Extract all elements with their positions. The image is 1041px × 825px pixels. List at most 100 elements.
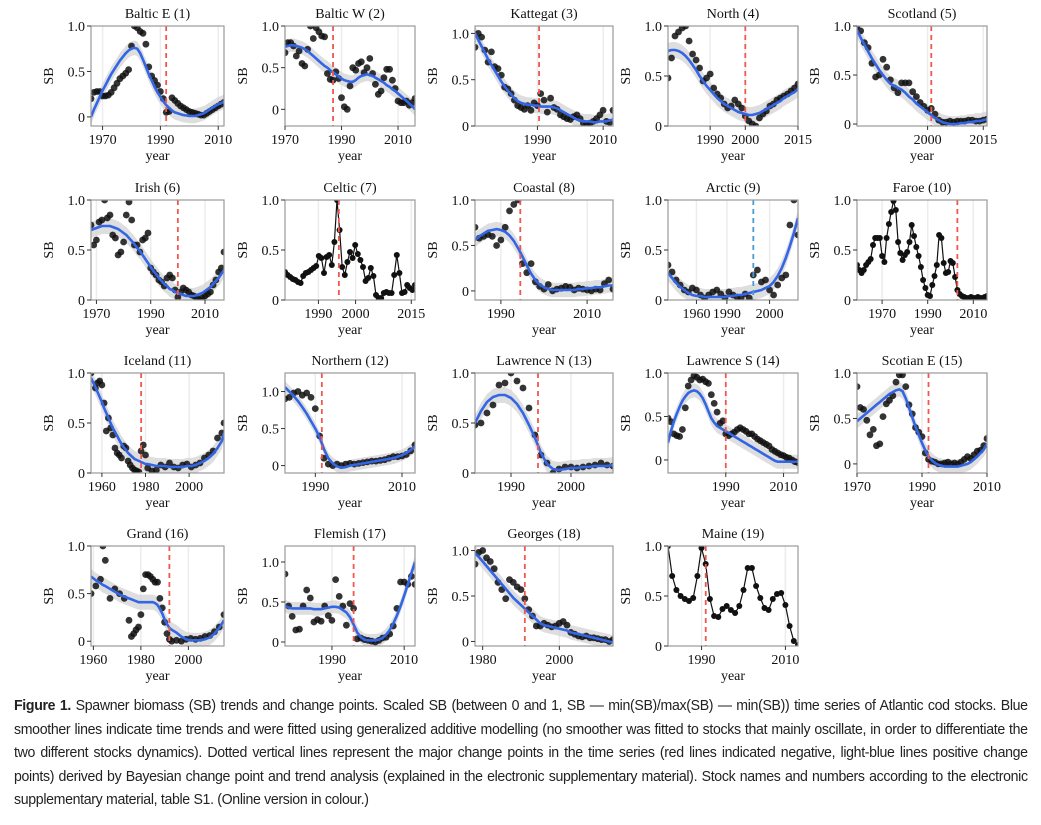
- data-point: [706, 596, 713, 602]
- data-point: [754, 266, 761, 274]
- x-axis-label: year: [338, 496, 362, 511]
- data-point: [668, 74, 672, 82]
- data-point: [144, 229, 152, 237]
- data-point: [101, 200, 108, 204]
- data-point: [477, 419, 485, 427]
- data-point: [782, 271, 790, 279]
- data-point: [344, 259, 351, 265]
- x-tick-label: 1980: [127, 653, 155, 668]
- data-point: [324, 612, 332, 619]
- panel-title: Lawrence N (13): [496, 354, 592, 369]
- y-axis-label: SB: [42, 67, 57, 84]
- data-point: [766, 286, 773, 294]
- y-tick-label: 0: [78, 294, 85, 309]
- y-tick-label: 0: [655, 640, 662, 655]
- data-point: [488, 48, 495, 56]
- data-point: [867, 256, 874, 262]
- x-tick-label: 1990: [914, 307, 942, 322]
- data-point: [125, 616, 133, 624]
- panel-19: Maine (19) 0 0.5 1.0 1990 2010 year SB: [619, 527, 799, 684]
- panel-7: Celtic (7) 0 0.5 1.0 1990 2000 2015 year SB: [236, 181, 425, 338]
- x-axis-label: year: [532, 669, 556, 684]
- data-point: [769, 596, 776, 602]
- plot-frame: [856, 25, 988, 127]
- data-point: [486, 558, 494, 565]
- x-axis-label: year: [145, 496, 169, 511]
- data-point: [220, 419, 224, 427]
- data-point: [931, 273, 938, 279]
- data-point: [684, 382, 692, 390]
- panel-title: North (4): [707, 7, 760, 22]
- data-point: [495, 381, 503, 389]
- y-tick-label: 0.5: [834, 69, 852, 84]
- data-point: [380, 74, 388, 82]
- data-point: [91, 590, 95, 597]
- data-point: [153, 466, 160, 473]
- data-point: [493, 242, 500, 249]
- y-tick-label: 1.0: [262, 20, 280, 35]
- data-point: [510, 201, 518, 208]
- data-point: [479, 547, 487, 554]
- data-point: [331, 239, 338, 245]
- data-point: [922, 285, 929, 291]
- y-tick-label: 0.5: [452, 74, 470, 89]
- data-point: [913, 93, 920, 100]
- x-tick-label: 1980: [469, 653, 497, 668]
- data-point: [723, 603, 730, 609]
- panel-16: Grand (16) 0 0.5 1.0 1960 1980 2000 year SB: [42, 527, 225, 684]
- x-axis-label: year: [910, 496, 934, 511]
- data-point: [786, 623, 793, 629]
- data-point: [870, 242, 876, 248]
- data-point: [386, 65, 393, 73]
- x-axis-label: year: [721, 323, 745, 338]
- data-point: [885, 221, 892, 227]
- data-point: [879, 253, 886, 259]
- x-tick-label: 2010: [204, 133, 232, 148]
- plot-frame: [90, 545, 225, 647]
- data-point: [786, 221, 794, 229]
- data-point: [727, 607, 734, 613]
- y-tick-label: 0: [462, 285, 469, 300]
- x-tick-label: 2000: [342, 307, 370, 322]
- x-tick-label: 1990: [301, 480, 329, 495]
- data-point: [857, 383, 861, 390]
- data-point: [547, 94, 554, 102]
- data-point: [326, 252, 333, 258]
- data-point: [106, 595, 114, 602]
- data-point: [740, 587, 747, 593]
- data-point: [888, 209, 895, 215]
- y-tick-label: 0.5: [68, 417, 86, 432]
- x-tick-label: 1970: [89, 133, 117, 148]
- y-tick-label: 0: [462, 635, 469, 650]
- data-point: [360, 264, 366, 270]
- smoother-line: [668, 48, 798, 117]
- data-point: [339, 264, 346, 270]
- plot-frame: [284, 25, 416, 127]
- data-point: [710, 84, 718, 92]
- data-point: [502, 595, 510, 603]
- data-point: [166, 459, 173, 467]
- y-tick-label: 0.5: [645, 590, 663, 605]
- y-tick-label: 1.0: [834, 194, 852, 209]
- y-tick-label: 0.5: [452, 239, 470, 254]
- data-point: [876, 440, 884, 448]
- y-tick-label: 0.5: [262, 423, 280, 438]
- data-point: [117, 248, 125, 256]
- x-tick-label: 1990: [688, 653, 716, 668]
- data-point: [857, 262, 860, 268]
- data-point: [112, 234, 119, 242]
- y-tick-label: 0: [272, 636, 279, 651]
- x-tick-label: 1960: [79, 653, 107, 668]
- data-point: [774, 281, 782, 289]
- caption-text: Spawner biomass (SB) trends and change p…: [14, 697, 1028, 808]
- x-axis-label: year: [910, 149, 934, 164]
- smoother-line: [668, 389, 798, 463]
- confidence-ribbon: [857, 382, 987, 473]
- data-point: [350, 605, 357, 612]
- x-axis-label: year: [145, 149, 169, 164]
- y-tick-label: 0.5: [452, 590, 470, 605]
- data-point: [876, 235, 883, 241]
- y-tick-label: 0: [655, 454, 662, 469]
- x-tick-label: 1960: [88, 480, 116, 495]
- data-point: [338, 94, 345, 102]
